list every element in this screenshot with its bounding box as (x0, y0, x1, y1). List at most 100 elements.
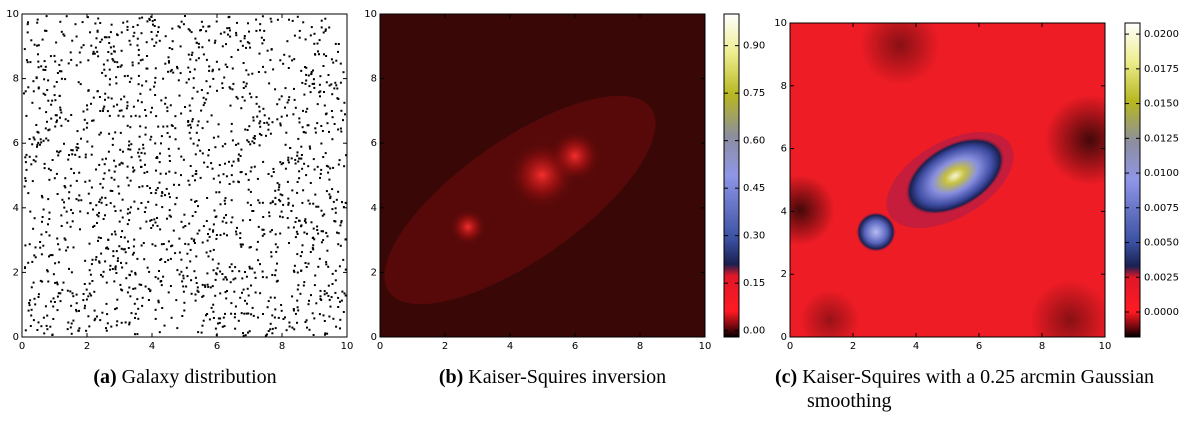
galaxy-dot (99, 198, 102, 201)
galaxy-dot (141, 296, 144, 299)
galaxy-dot (178, 94, 181, 97)
galaxy-dot (253, 137, 256, 140)
galaxy-dot (331, 116, 334, 119)
galaxy-dot (41, 216, 44, 218)
galaxy-dot (90, 153, 93, 156)
galaxy-dot (164, 96, 167, 99)
galaxy-dot (313, 317, 316, 320)
galaxy-dot (320, 241, 323, 244)
galaxy-dot (83, 118, 86, 121)
galaxy-dot (312, 334, 315, 336)
galaxy-dot (42, 92, 45, 95)
galaxy-dot (247, 312, 250, 315)
galaxy-dot (275, 250, 278, 253)
galaxy-dot (245, 275, 248, 278)
galaxy-dot (313, 284, 316, 287)
galaxy-dot (139, 125, 142, 128)
galaxy-dot (276, 182, 279, 185)
galaxy-dot (248, 42, 251, 45)
galaxy-dot (113, 170, 116, 173)
galaxy-dot (129, 126, 132, 129)
galaxy-dot (337, 306, 340, 308)
galaxy-dot (337, 43, 340, 45)
galaxy-dot (247, 73, 250, 76)
x-tick-label: 6 (214, 341, 220, 352)
galaxy-dot (128, 286, 131, 289)
galaxy-dot (270, 255, 273, 258)
galaxy-dot (46, 269, 49, 272)
galaxy-dot (128, 321, 131, 324)
galaxy-dot (162, 243, 165, 245)
galaxy-dot (296, 299, 299, 302)
galaxy-dot (202, 53, 205, 56)
galaxy-dot (60, 225, 63, 227)
galaxy-dot (108, 83, 111, 86)
galaxy-dot (134, 271, 137, 274)
galaxy-dot (245, 312, 248, 315)
galaxy-dot (126, 223, 129, 226)
galaxy-dot (213, 41, 216, 44)
galaxy-dot (199, 176, 202, 179)
galaxy-dot (289, 147, 292, 149)
galaxy-dot (126, 28, 129, 31)
galaxy-dot (318, 257, 321, 260)
galaxy-dot (324, 333, 326, 336)
galaxy-dot (152, 23, 154, 26)
galaxy-dot (34, 303, 37, 306)
galaxy-dot (328, 178, 331, 181)
galaxy-dot (258, 132, 261, 135)
galaxy-dot (234, 327, 237, 330)
galaxy-dot (103, 172, 106, 175)
galaxy-dot (142, 143, 145, 146)
galaxy-dot (51, 159, 54, 161)
galaxy-dot (185, 81, 188, 84)
axes-frame (21, 13, 348, 338)
galaxy-dot (53, 54, 56, 57)
galaxy-dot (296, 151, 299, 154)
galaxy-dot (304, 262, 307, 264)
galaxy-dot (298, 29, 301, 32)
galaxy-dot (324, 29, 327, 32)
galaxy-dot (67, 321, 70, 324)
galaxy-dot (44, 69, 47, 71)
galaxy-dot (291, 59, 294, 62)
galaxy-dot (180, 174, 182, 177)
galaxy-dot (296, 253, 299, 256)
galaxy-dot (231, 216, 234, 219)
galaxy-dot (121, 230, 124, 233)
galaxy-dot (132, 166, 134, 169)
galaxy-dot (269, 296, 272, 299)
galaxy-dot (212, 230, 214, 233)
galaxy-dot (261, 201, 264, 204)
galaxy-dot (33, 43, 36, 46)
galaxy-dot (45, 324, 48, 327)
galaxy-dot (287, 226, 290, 229)
galaxy-dot (133, 302, 136, 305)
colorbar-tick-label: 0.45 (743, 183, 765, 194)
galaxy-dot (166, 125, 169, 128)
galaxy-dot (30, 314, 33, 317)
galaxy-dot (249, 190, 252, 193)
galaxy-dot (290, 210, 293, 212)
galaxy-dot (107, 96, 110, 99)
galaxy-dot (25, 168, 28, 171)
galaxy-dot (31, 101, 34, 104)
galaxy-dot (168, 47, 171, 49)
galaxy-dot (215, 273, 218, 276)
galaxy-dot (339, 224, 342, 227)
galaxy-dot (105, 157, 107, 160)
galaxy-dot (296, 191, 299, 194)
galaxy-dot (101, 275, 104, 278)
galaxy-dot (187, 66, 190, 69)
galaxy-dot (69, 51, 72, 54)
galaxy-dot (251, 267, 254, 270)
galaxy-dot (216, 267, 219, 270)
galaxy-dot (287, 201, 290, 204)
galaxy-dot (154, 317, 157, 320)
galaxy-dot (157, 30, 159, 33)
galaxy-dot (102, 177, 105, 180)
x-tick-label: 2 (442, 341, 448, 352)
galaxy-dot (120, 109, 123, 112)
galaxy-dot (116, 66, 119, 68)
galaxy-dot (153, 25, 156, 27)
